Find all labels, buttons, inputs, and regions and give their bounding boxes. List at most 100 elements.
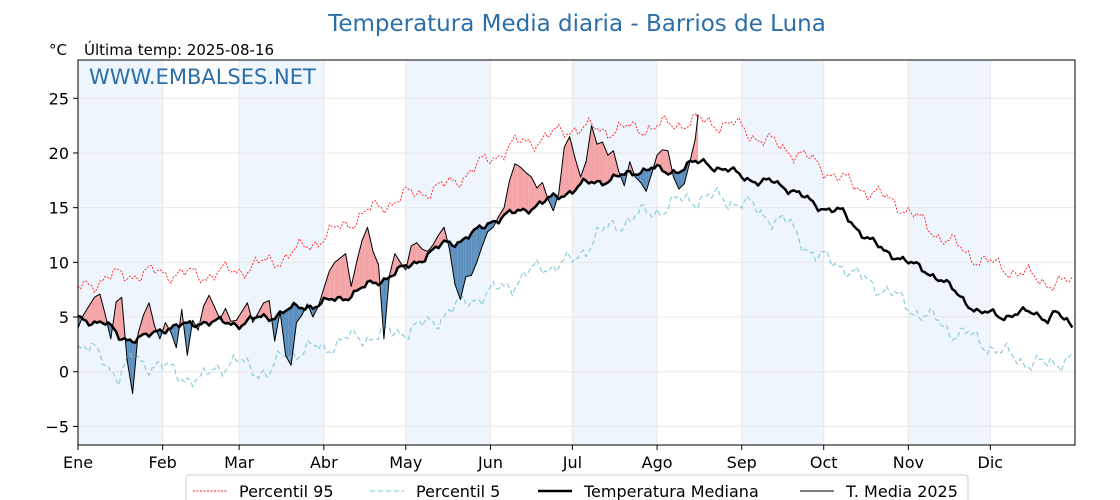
below-median-fill-207	[643, 168, 647, 192]
above-median-fill-59	[239, 311, 242, 329]
x-tick-label-2: Mar	[224, 453, 255, 472]
watermark: WWW.EMBALSES.NET	[89, 65, 316, 89]
above-median-fill-215	[665, 150, 669, 175]
above-median-fill-109	[375, 257, 379, 286]
above-median-fill-163	[523, 169, 526, 211]
below-median-fill-208	[646, 169, 649, 192]
above-median-fill-94	[334, 260, 338, 301]
above-median-fill-186	[586, 143, 589, 184]
above-median-fill-214	[662, 149, 666, 173]
median-temperature-line	[77, 157, 1074, 344]
legend-label-2: Temperatura Mediana	[583, 482, 759, 500]
above-median-fill-66	[258, 307, 262, 317]
above-median-fill-191	[599, 142, 603, 186]
chart-title: Temperatura Media diaria - Barrios de Lu…	[327, 11, 826, 37]
above-median-fill-101	[353, 262, 357, 291]
below-median-fill-146	[476, 225, 480, 263]
series-lines	[77, 113, 1074, 395]
above-median-fill-194	[607, 152, 611, 183]
below-median-fill-221	[681, 169, 685, 187]
below-median-fill-220	[678, 171, 682, 190]
y-tick-label-6: −5	[45, 417, 69, 436]
above-median-fill-177	[561, 147, 565, 197]
above-median-fill-9	[102, 304, 106, 325]
above-median-fill-185	[583, 161, 587, 181]
month-band-6	[572, 60, 658, 445]
above-median-fill-168	[536, 185, 540, 205]
above-median-fill-196	[613, 150, 617, 176]
above-median-fill-104	[362, 233, 365, 288]
legend-label-1: Percentil 5	[416, 482, 500, 500]
above-median-fill-23	[140, 314, 144, 336]
below-median-fill-80	[296, 305, 300, 323]
x-tick-label-3: Abr	[310, 453, 338, 472]
above-median-fill-4	[88, 301, 92, 326]
above-median-fill-169	[539, 182, 543, 204]
above-median-fill-122	[411, 244, 414, 266]
above-median-fill-8	[99, 294, 103, 324]
below-median-fill-75	[282, 310, 286, 356]
above-median-fill-167	[534, 182, 537, 208]
above-median-fill-69	[266, 300, 270, 321]
above-median-fill-26	[149, 302, 152, 337]
above-median-fill-2	[83, 310, 87, 321]
above-median-fill-157	[506, 180, 510, 213]
x-tick-label-7: Ago	[642, 453, 673, 472]
above-median-fill-106	[367, 227, 371, 282]
legend: Percentil 95 Percentil 5 Temperatura Media…	[185, 474, 969, 500]
below-median-fill-40	[187, 321, 190, 356]
x-tick-label-11: Dic	[978, 453, 1004, 472]
x-tick-label-0: Ene	[63, 453, 93, 472]
below-median-fill-173	[550, 193, 554, 211]
above-median-fill-195	[610, 150, 614, 181]
above-median-fill-166	[531, 177, 535, 210]
y-tick-label-5: 0	[59, 363, 69, 382]
above-median-fill-159	[512, 163, 516, 214]
month-band-10	[908, 60, 991, 445]
percentile-5-line	[77, 186, 1073, 388]
above-median-fill-124	[416, 242, 420, 264]
below-median-fill-79	[293, 302, 297, 344]
below-median-fill-76	[285, 309, 289, 361]
above-median-fill-108	[373, 251, 376, 283]
above-median-fill-60	[241, 307, 245, 326]
x-tick-label-5: Jun	[477, 453, 503, 472]
above-median-fill-97	[342, 253, 346, 301]
above-median-fill-50	[214, 307, 218, 321]
above-median-fill-121	[408, 245, 412, 268]
above-median-fill-61	[244, 302, 248, 325]
below-median-fill-81	[299, 308, 302, 319]
percentile-95-line	[77, 113, 1073, 294]
x-tick-label-6: Jul	[562, 453, 582, 472]
above-median-fill-160	[515, 163, 518, 213]
above-median-fill-216	[668, 150, 671, 175]
below-median-fill-141	[463, 237, 466, 289]
below-median-fill-142	[465, 237, 469, 277]
above-median-fill-99	[348, 270, 352, 301]
above-median-fill-93	[332, 262, 335, 301]
below-median-fill-72	[274, 314, 278, 342]
x-tick-label-9: Oct	[810, 453, 838, 472]
above-median-fill-5	[91, 297, 95, 325]
above-median-fill-46	[203, 300, 207, 323]
below-median-fill-0	[78, 315, 81, 328]
above-median-fill-115	[392, 253, 395, 277]
month-band-2	[239, 60, 324, 445]
above-median-fill-25	[146, 302, 150, 337]
above-median-fill-103	[359, 240, 363, 290]
above-median-fill-225	[692, 138, 696, 162]
above-median-fill-226	[695, 114, 699, 164]
x-tick-label-10: Nov	[893, 453, 924, 472]
above-median-fill-212	[657, 152, 660, 166]
above-median-fill-179	[566, 136, 570, 194]
above-median-fill-165	[528, 174, 532, 214]
below-median-fill-139	[457, 241, 461, 300]
above-median-fill-14	[116, 299, 119, 340]
below-median-fill-174	[553, 193, 557, 211]
above-median-fill-92	[329, 266, 333, 300]
above-median-fill-188	[591, 125, 595, 184]
current-year-temperature-line	[77, 114, 699, 395]
above-median-fill-48	[209, 295, 212, 326]
above-median-fill-105	[364, 227, 368, 288]
